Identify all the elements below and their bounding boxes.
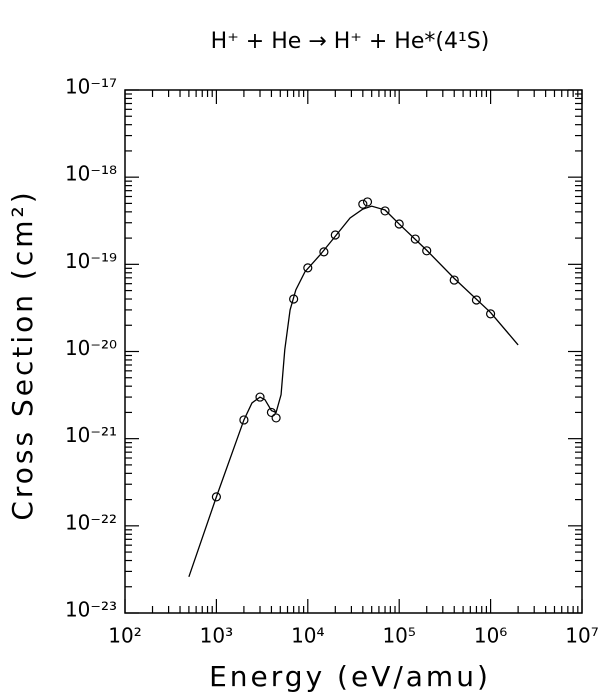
data-point xyxy=(422,246,432,256)
data-point xyxy=(380,206,390,216)
y-tick-label: 10⁻²⁰ xyxy=(65,336,117,360)
data-point xyxy=(471,295,482,305)
data-point xyxy=(362,197,373,207)
data-point xyxy=(319,247,329,257)
chart-title: H⁺ + He → H⁺ + He*(4¹S) xyxy=(211,29,490,54)
x-axis-label: Energy (eV/amu) xyxy=(209,660,491,693)
x-tick-label: 10⁷ xyxy=(565,624,598,648)
data-point xyxy=(330,230,340,240)
data-point xyxy=(255,392,265,402)
data-point xyxy=(394,219,404,229)
y-tick-label: 10⁻¹⁷ xyxy=(65,75,117,99)
data-point xyxy=(358,199,368,209)
data-point xyxy=(289,294,299,304)
plot-frame xyxy=(124,89,583,614)
data-point xyxy=(486,309,496,319)
x-tick-label: 10² xyxy=(108,624,141,648)
data-point xyxy=(303,263,313,273)
y-tick-label: 10⁻²² xyxy=(65,510,117,534)
data-point xyxy=(449,275,459,285)
y-tick-label: 10⁻¹⁸ xyxy=(65,162,117,186)
x-tick-label: 10⁴ xyxy=(291,624,324,648)
data-point xyxy=(239,415,249,425)
x-tick-label: 10³ xyxy=(200,624,233,648)
y-axis-label: Cross Section (cm²) xyxy=(6,189,39,520)
fit-line xyxy=(188,205,519,578)
x-tick-label: 10⁵ xyxy=(382,624,415,648)
x-tick-label: 10⁶ xyxy=(474,624,507,648)
y-tick-label: 10⁻²¹ xyxy=(65,423,117,447)
y-tick-label: 10⁻¹⁹ xyxy=(65,249,117,273)
data-point xyxy=(271,413,281,423)
data-point xyxy=(211,492,221,502)
y-tick-label: 10⁻²³ xyxy=(65,598,117,622)
data-point xyxy=(410,234,420,244)
